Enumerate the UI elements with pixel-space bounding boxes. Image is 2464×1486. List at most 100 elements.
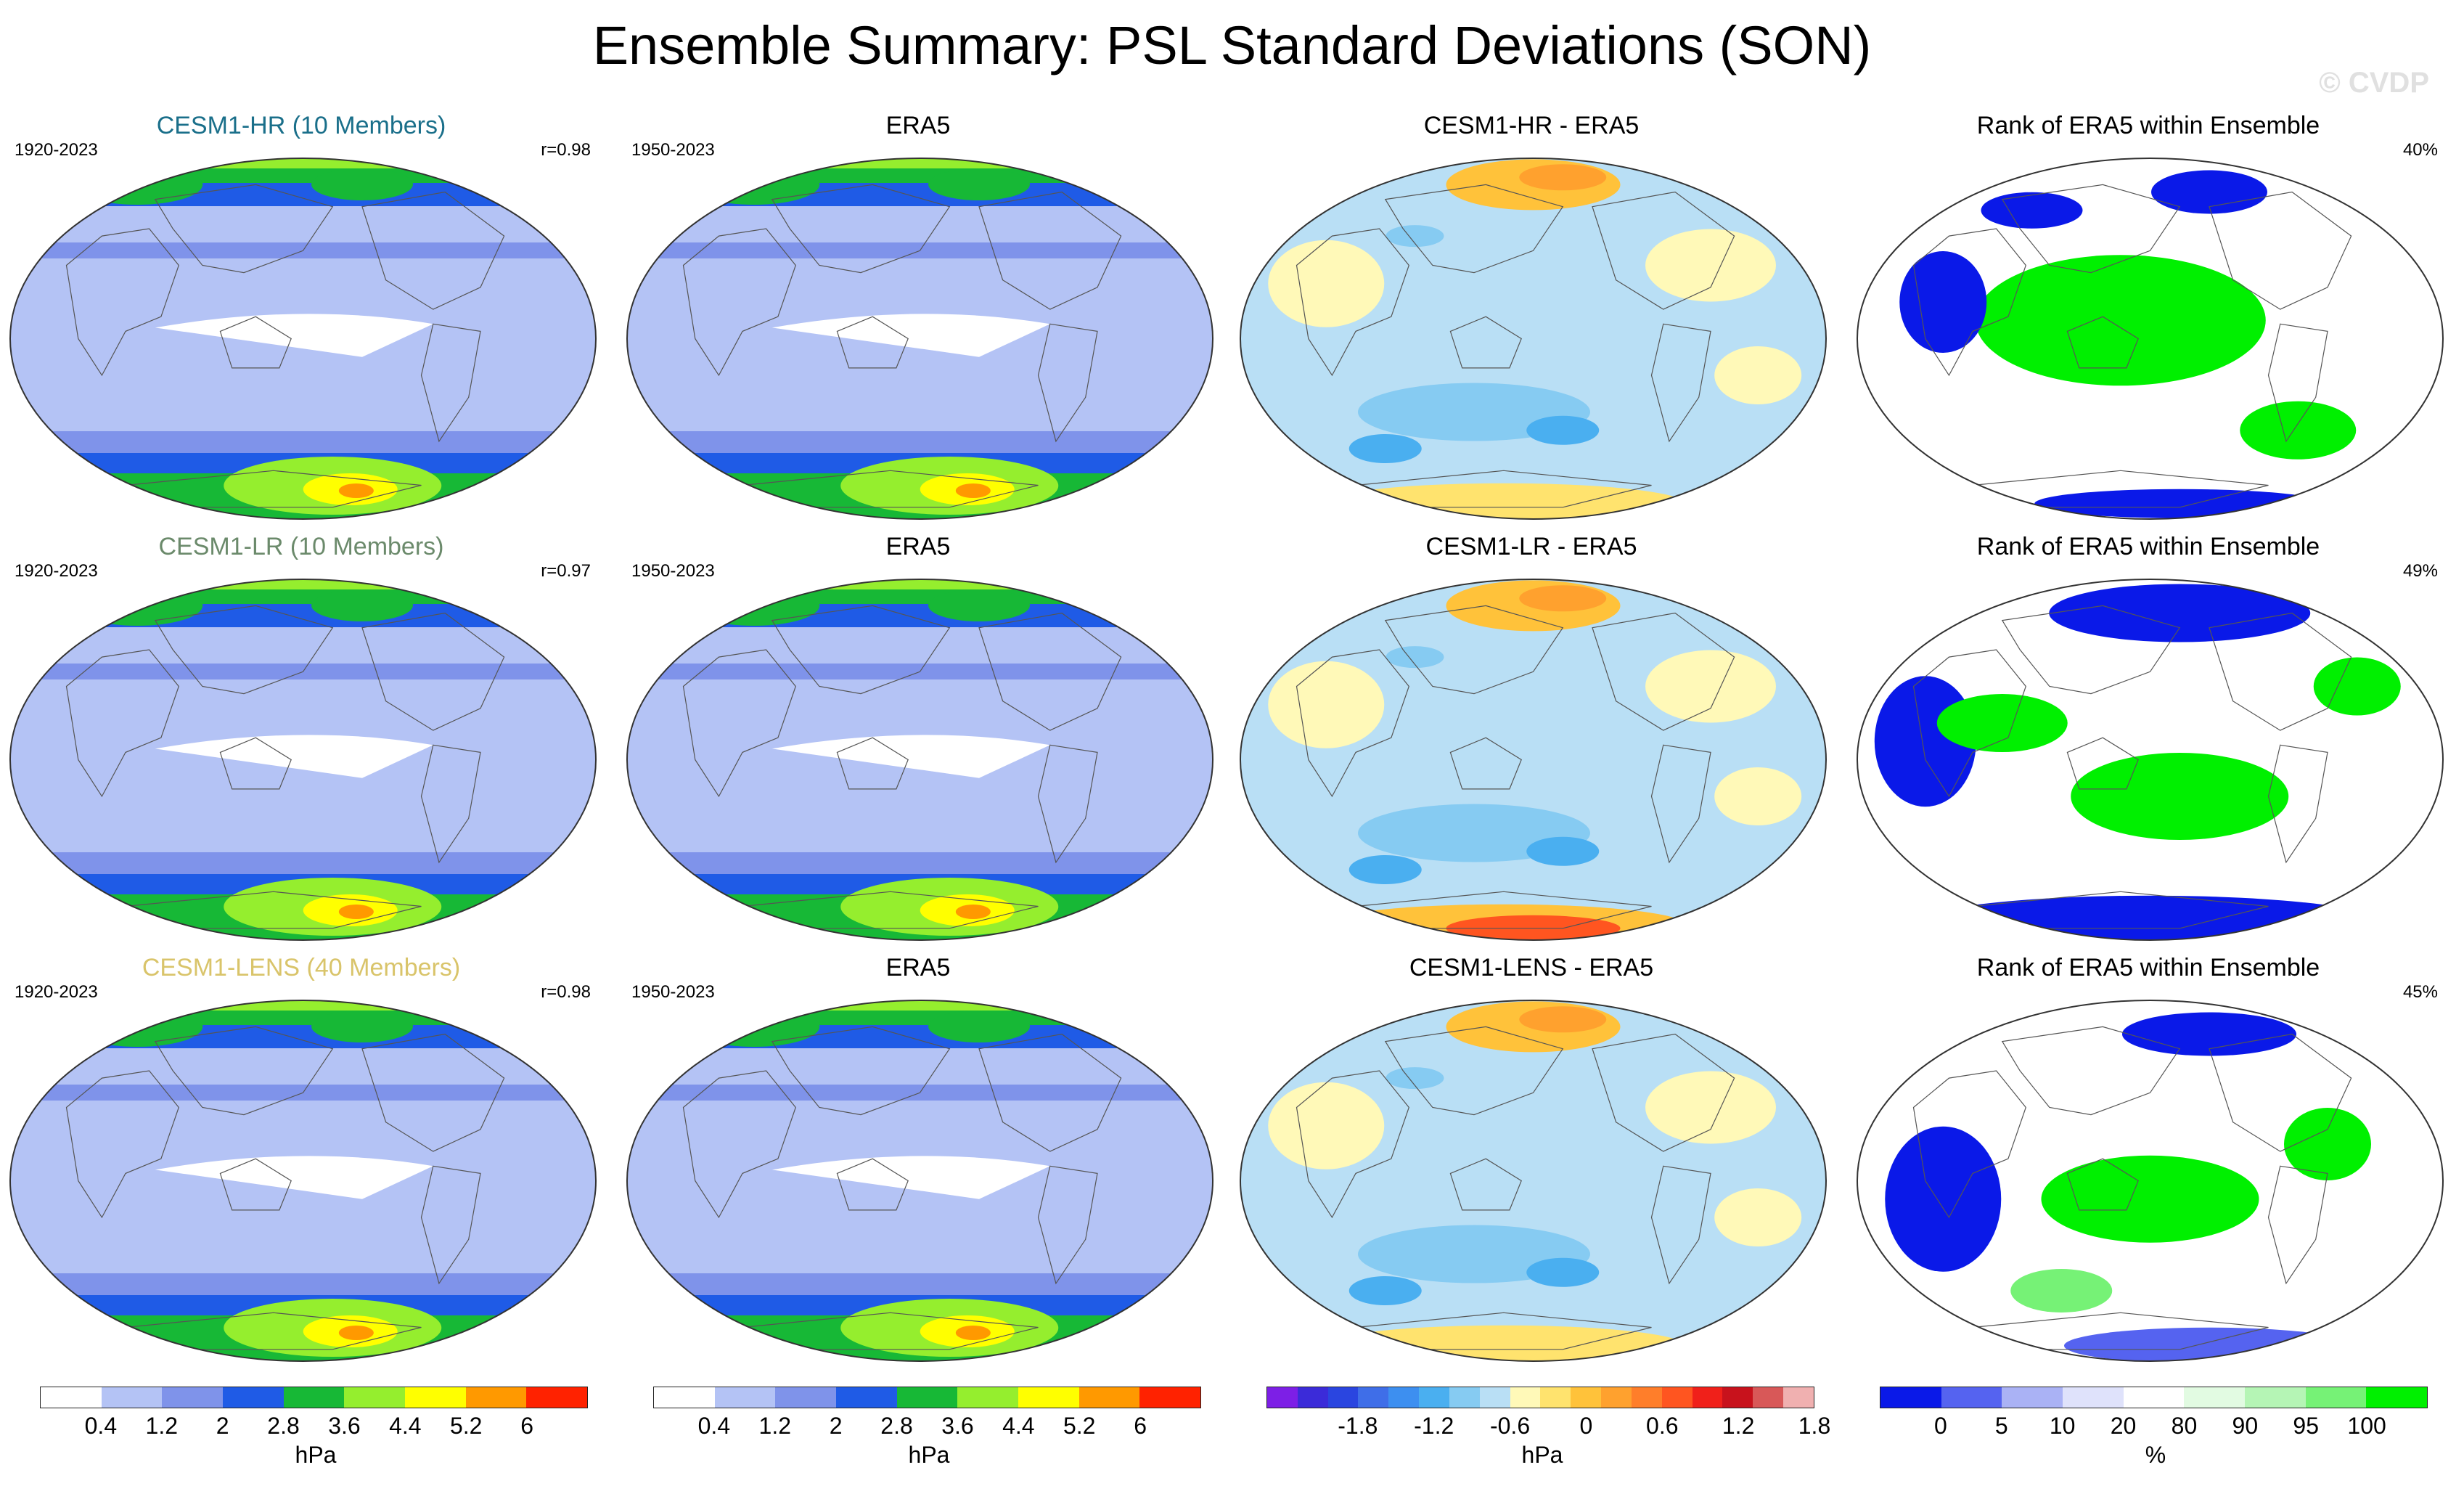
diff-map bbox=[1240, 1000, 1827, 1362]
rank-panel-title: Rank of ERA5 within Ensemble bbox=[1976, 533, 2320, 560]
diff-panel-title: CESM1-LR - ERA5 bbox=[1425, 533, 1637, 560]
colorbar-tick-label: 4.4 bbox=[1002, 1413, 1035, 1439]
rank-panel: Rank of ERA5 within Ensemble 40% bbox=[1847, 110, 2449, 524]
colorbar-cell bbox=[1540, 1387, 1571, 1408]
rank-panel-title: Rank of ERA5 within Ensemble bbox=[1976, 954, 2320, 981]
colorbar-tick-label: 1.2 bbox=[1722, 1413, 1755, 1439]
colorbar-tick-label: 90 bbox=[2232, 1413, 2259, 1439]
obs-period-label: 1950-2023 bbox=[631, 982, 715, 1002]
colorbar-cell bbox=[1139, 1387, 1201, 1408]
diff-panel: CESM1-LENS - ERA5 bbox=[1230, 952, 1833, 1366]
colorbar-cell bbox=[1018, 1387, 1079, 1408]
rank-colorbar: 0 5 10 20 80 90 95 100% bbox=[1880, 1387, 2431, 1481]
obs-panel-title: ERA5 bbox=[885, 533, 951, 560]
colorbar-cell bbox=[1941, 1387, 2002, 1408]
std-dev-colorbar-box bbox=[40, 1387, 588, 1408]
colorbar-tick-label: 1.2 bbox=[758, 1413, 792, 1439]
colorbar-unit-label: % bbox=[2145, 1442, 2166, 1468]
difference-colorbar: -1.8 -1.2 -0.6 0 0.6 1.2 1.8 hPa bbox=[1266, 1387, 1830, 1481]
obs-panel-title: ERA5 bbox=[885, 954, 951, 981]
model-period-label: 1920-2023 bbox=[15, 982, 98, 1002]
rank-map bbox=[1857, 158, 2444, 520]
colorbar-cell bbox=[283, 1387, 345, 1408]
colorbar-cell bbox=[1479, 1387, 1510, 1408]
diff-panel-title: CESM1-LENS - ERA5 bbox=[1409, 954, 1654, 981]
obs-panel-title: ERA5 bbox=[885, 112, 951, 139]
rank-percent-label: 45% bbox=[2402, 982, 2438, 1002]
std-dev-obs-colorbar: 0.4 1.2 2 2.8 3.6 4.4 5.2 6 hPa bbox=[653, 1387, 1205, 1481]
colorbar-tick-label: 100 bbox=[2347, 1413, 2386, 1439]
colorbar-cell bbox=[344, 1387, 406, 1408]
diff-map bbox=[1240, 579, 1827, 941]
colorbar-tick-label: 2 bbox=[829, 1413, 843, 1439]
model-panel: CESM1-LR (10 Members) 1920-2023 r=0.97 bbox=[0, 531, 602, 945]
model-map bbox=[9, 1000, 597, 1362]
colorbar-cell bbox=[957, 1387, 1019, 1408]
colorbar-tick-label: 2.8 bbox=[267, 1413, 300, 1439]
colorbar-cell bbox=[2002, 1387, 2063, 1408]
rank-colorbar-box bbox=[1880, 1387, 2428, 1408]
colorbar-tick-label: 5.2 bbox=[1063, 1413, 1096, 1439]
colorbar-tick-label: -0.6 bbox=[1489, 1413, 1531, 1439]
colorbar-tick-label: 3.6 bbox=[328, 1413, 361, 1439]
colorbar-cell bbox=[1631, 1387, 1662, 1408]
correlation-label: r=0.97 bbox=[541, 561, 591, 581]
difference-colorbar-box bbox=[1266, 1387, 1814, 1408]
colorbar-tick-label: 2 bbox=[216, 1413, 229, 1439]
colorbar-cell bbox=[836, 1387, 897, 1408]
correlation-label: r=0.98 bbox=[541, 982, 591, 1002]
colorbar-cell bbox=[465, 1387, 527, 1408]
correlation-label: r=0.98 bbox=[541, 140, 591, 160]
colorbar-cell bbox=[1692, 1387, 1723, 1408]
colorbar-tick-label: 0.4 bbox=[84, 1413, 118, 1439]
colorbar-cell bbox=[101, 1387, 163, 1408]
colorbar-tick-label: 2.8 bbox=[880, 1413, 913, 1439]
cvdp-watermark: © CVDP bbox=[2319, 67, 2429, 99]
colorbar-tick-label: 6 bbox=[1134, 1413, 1147, 1439]
colorbar-cell bbox=[405, 1387, 466, 1408]
colorbar-cell bbox=[1661, 1387, 1693, 1408]
colorbar-cell bbox=[1358, 1387, 1389, 1408]
rank-panel: Rank of ERA5 within Ensemble 45% bbox=[1847, 952, 2449, 1366]
rank-map bbox=[1857, 579, 2444, 941]
obs-map bbox=[626, 579, 1213, 941]
rank-percent-label: 49% bbox=[2402, 561, 2438, 581]
colorbar-tick-label: -1.8 bbox=[1338, 1413, 1378, 1439]
colorbar-tick-label: 5.2 bbox=[449, 1413, 483, 1439]
colorbar-cell bbox=[526, 1387, 588, 1408]
obs-panel: ERA5 1950-2023 bbox=[617, 952, 1219, 1366]
model-panel-title: CESM1-HR (10 Members) bbox=[156, 112, 446, 139]
std-dev-obs-colorbar-box bbox=[653, 1387, 1201, 1408]
diff-panel: CESM1-HR - ERA5 bbox=[1230, 110, 1833, 524]
colorbar-tick-label: 4.4 bbox=[389, 1413, 422, 1439]
rank-percent-label: 40% bbox=[2402, 140, 2438, 160]
colorbar-tick-label: 6 bbox=[520, 1413, 534, 1439]
colorbar-cell bbox=[1722, 1387, 1753, 1408]
colorbar-cell bbox=[654, 1387, 715, 1408]
colorbar-tick-label: 95 bbox=[2293, 1413, 2320, 1439]
colorbar-cell bbox=[2123, 1387, 2185, 1408]
figure-title: Ensemble Summary: PSL Standard Deviation… bbox=[592, 15, 1872, 75]
colorbar-cell bbox=[775, 1387, 837, 1408]
colorbar-tick-label: 20 bbox=[2110, 1413, 2137, 1439]
obs-period-label: 1950-2023 bbox=[631, 140, 715, 160]
colorbar-cell bbox=[1571, 1387, 1602, 1408]
colorbar-tick-label: 0 bbox=[1933, 1413, 1947, 1439]
obs-map bbox=[626, 158, 1213, 520]
rank-panel: Rank of ERA5 within Ensemble 49% bbox=[1847, 531, 2449, 945]
colorbar-cell bbox=[2305, 1387, 2367, 1408]
colorbar-tick-label: -1.2 bbox=[1414, 1413, 1454, 1439]
colorbar-cell bbox=[1601, 1387, 1632, 1408]
colorbar-tick-label: 80 bbox=[2171, 1413, 2198, 1439]
colorbar-tick-label: 0 bbox=[1579, 1413, 1593, 1439]
colorbar-tick-label: 5 bbox=[1994, 1413, 2008, 1439]
colorbar-cell bbox=[714, 1387, 776, 1408]
colorbar-tick-label: 1.2 bbox=[145, 1413, 179, 1439]
colorbar-cell bbox=[2063, 1387, 2124, 1408]
colorbar-cell bbox=[2366, 1387, 2428, 1408]
rank-panel-title: Rank of ERA5 within Ensemble bbox=[1976, 112, 2320, 139]
colorbar-cell bbox=[162, 1387, 224, 1408]
diff-map bbox=[1240, 158, 1827, 520]
model-period-label: 1920-2023 bbox=[15, 561, 98, 581]
colorbar-cell bbox=[1419, 1387, 1449, 1408]
